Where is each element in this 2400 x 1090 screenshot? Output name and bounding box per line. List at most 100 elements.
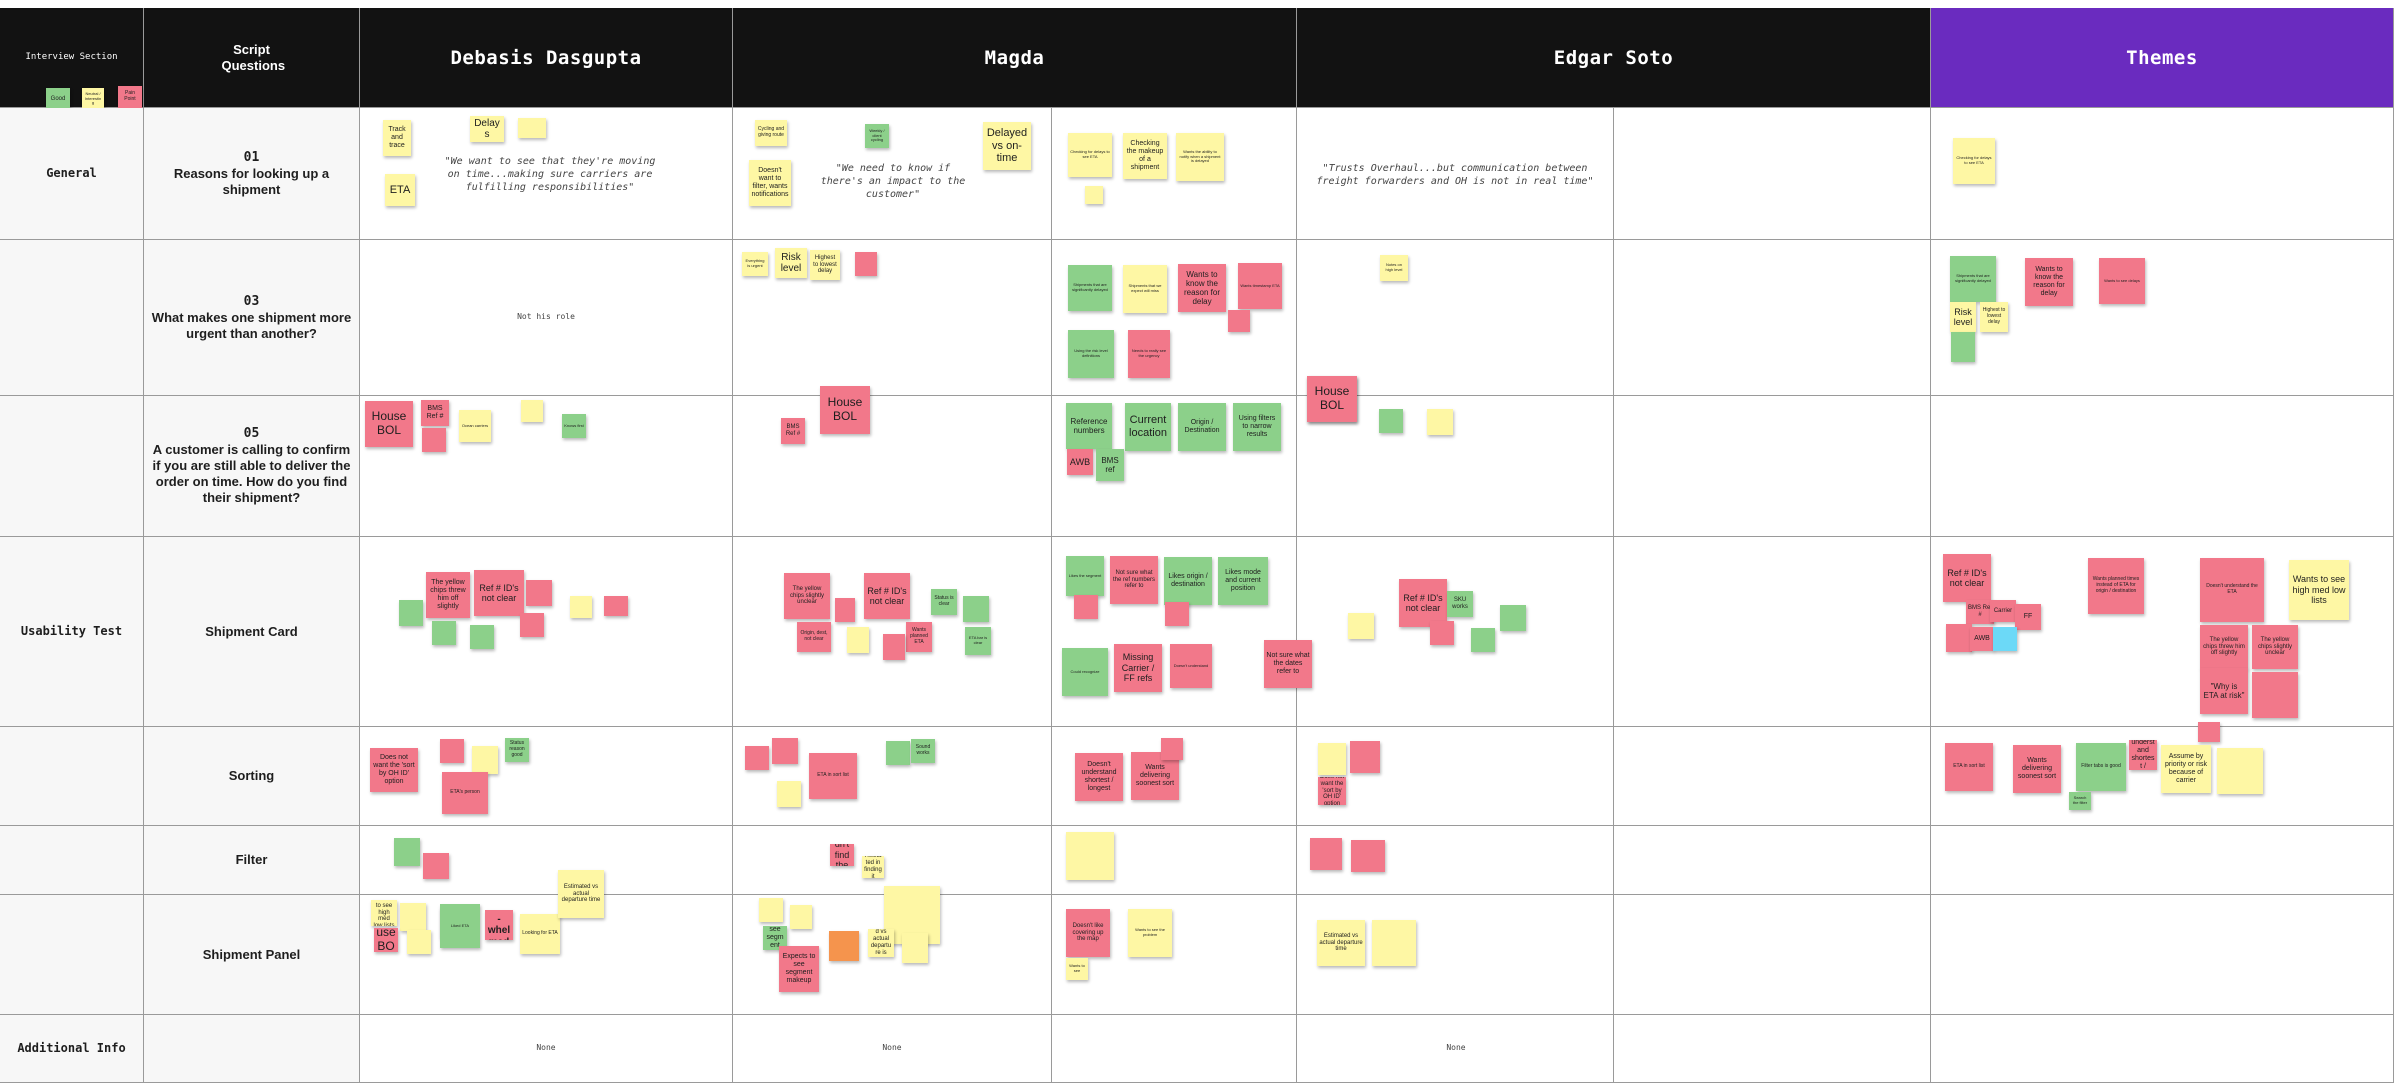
sticky-note[interactable]: Ref # ID's not clear	[1399, 579, 1447, 627]
sticky-note[interactable]	[1348, 613, 1374, 639]
sticky-note[interactable]	[1165, 602, 1189, 626]
sticky-note[interactable]: House BOL	[365, 401, 413, 447]
sticky-note[interactable]	[1946, 624, 1972, 652]
sticky-note[interactable]: Wants to know the reason for delay	[2025, 258, 2073, 306]
sticky-note[interactable]: Wants planned ETA	[906, 622, 932, 652]
sticky-note[interactable]	[400, 903, 426, 931]
sticky-note[interactable]: Ocean carriers	[459, 410, 491, 442]
sticky-note[interactable]	[759, 898, 783, 922]
sticky-note[interactable]: Liked ETA	[440, 904, 480, 948]
sticky-note[interactable]: Could recognize	[1062, 648, 1108, 696]
sticky-note[interactable]: House BOL	[374, 928, 398, 952]
sticky-note[interactable]: Estimated vs actual departure time	[1317, 920, 1365, 966]
sticky-note[interactable]: Origin, dest, not clear	[797, 622, 831, 652]
sticky-note[interactable]	[399, 600, 423, 626]
sticky-note[interactable]: Checking the makeup of a shipment	[1123, 133, 1167, 179]
sticky-note[interactable]	[518, 118, 546, 138]
sticky-note[interactable]	[2217, 748, 2263, 794]
sticky-note[interactable]	[790, 905, 812, 929]
sticky-note[interactable]: Wants to see	[1066, 958, 1088, 980]
sticky-note[interactable]	[394, 838, 420, 866]
sticky-note[interactable]	[470, 625, 494, 649]
sticky-note[interactable]	[1500, 605, 1526, 631]
sticky-note[interactable]	[1430, 621, 1454, 645]
sticky-note[interactable]: Current location	[1125, 403, 1171, 451]
sticky-note[interactable]	[526, 580, 552, 606]
sticky-note[interactable]: Doesn't understand shortest / longest	[2129, 740, 2157, 770]
sticky-note[interactable]: Using the risk level definitions	[1068, 330, 1114, 378]
sticky-note[interactable]: Couldn't find the filter	[830, 844, 854, 866]
sticky-note[interactable]: Sound works	[911, 739, 935, 763]
sticky-note[interactable]: Knows first	[562, 414, 586, 438]
sticky-note[interactable]: Ref # ID's not clear	[1943, 554, 1991, 602]
sticky-note[interactable]	[1993, 627, 2017, 651]
sticky-note[interactable]	[472, 746, 498, 774]
sticky-note[interactable]: Shipments that are significantly delayed	[1068, 265, 1112, 311]
sticky-note[interactable]	[902, 933, 928, 963]
sticky-note[interactable]	[407, 930, 431, 954]
sticky-note[interactable]: Status is clear	[931, 589, 957, 615]
sticky-note[interactable]: The yellow chips threw him off slightly	[2200, 625, 2248, 669]
sticky-note[interactable]: Does not want the 'sort by OH ID' option	[370, 748, 418, 792]
sticky-note[interactable]: Does not want the 'sort by OH ID' option	[1318, 777, 1346, 805]
sticky-note[interactable]: Wants timestamp ETA	[1238, 263, 1282, 309]
sticky-note[interactable]: BMS ref	[1096, 449, 1124, 481]
sticky-note[interactable]: Cycling and giving route	[755, 120, 787, 146]
sticky-note[interactable]: Likes the segment	[1066, 556, 1104, 596]
sticky-note[interactable]	[1161, 738, 1183, 760]
sticky-note[interactable]: Using filters to narrow results	[1233, 403, 1281, 451]
sticky-note[interactable]	[521, 400, 543, 422]
sticky-note[interactable]: AWB	[1067, 449, 1093, 475]
sticky-note[interactable]: Wants to see high med low lists	[371, 900, 397, 926]
sticky-note[interactable]: Missing Carrier / FF refs	[1114, 644, 1162, 692]
sticky-note[interactable]: Weekly / client cycling	[865, 124, 889, 148]
sticky-note[interactable]: ETA bar is clear	[965, 627, 991, 655]
sticky-note[interactable]: Delayed vs on-time	[983, 122, 1031, 170]
sticky-note[interactable]	[432, 621, 456, 645]
sticky-note[interactable]	[1351, 840, 1385, 872]
sticky-note[interactable]: Filter tabs is good	[2076, 743, 2126, 791]
sticky-note[interactable]: Estimated vs actual departure time	[558, 870, 604, 918]
sticky-note[interactable]: Doesn't understand shortest / longest	[1075, 753, 1123, 801]
sticky-note[interactable]	[440, 739, 464, 763]
sticky-note[interactable]	[1228, 310, 1250, 332]
sticky-note[interactable]: Wants delivering soonest sort	[1131, 752, 1179, 800]
sticky-note[interactable]	[1085, 186, 1103, 204]
sticky-note[interactable]: ETA	[385, 174, 415, 206]
sticky-note[interactable]	[855, 252, 877, 276]
sticky-note[interactable]	[745, 746, 769, 770]
sticky-note[interactable]: Checking for delays to see ETA	[1953, 138, 1995, 184]
sticky-note[interactable]: BMS Ref #	[421, 400, 449, 426]
sticky-note[interactable]: Wants delivering soonest sort	[2013, 745, 2061, 793]
sticky-note[interactable]	[1074, 595, 1098, 619]
sticky-note[interactable]: Likes origin / destination	[1164, 557, 1212, 605]
sticky-note[interactable]: Reference numbers	[1066, 403, 1112, 449]
sticky-note[interactable]: ETA's person	[442, 772, 488, 814]
sticky-note[interactable]	[422, 428, 446, 452]
sticky-note[interactable]	[1379, 409, 1403, 433]
sticky-note[interactable]: Expects to see segment makeup	[779, 946, 819, 992]
sticky-note[interactable]: Wants to see high med low lists	[2289, 560, 2349, 620]
sticky-note[interactable]: Hesitated in finding it	[862, 856, 884, 878]
sticky-note[interactable]	[1350, 741, 1380, 773]
sticky-note[interactable]: Wants to see the problem	[1128, 909, 1172, 957]
sticky-note[interactable]	[1310, 838, 1342, 870]
sticky-note[interactable]: Status reason good	[505, 738, 529, 762]
sticky-note[interactable]	[777, 781, 801, 807]
sticky-note[interactable]: Delays	[470, 116, 504, 142]
sticky-note[interactable]: Planned vs actual departure is vital	[868, 929, 894, 957]
sticky-note[interactable]	[2198, 722, 2220, 742]
sticky-note[interactable]: Wants to see delays	[2099, 258, 2145, 304]
sticky-note[interactable]: Needs to really see the urgency	[1128, 330, 1170, 378]
sticky-note[interactable]: Wants the ability to notify when a shipm…	[1176, 133, 1224, 181]
sticky-note[interactable]: BMS Ref #	[781, 418, 805, 444]
sticky-note[interactable]: SKU works	[1447, 591, 1473, 617]
sticky-note[interactable]: Risk level	[1950, 302, 1976, 332]
sticky-note[interactable]	[835, 598, 855, 622]
sticky-note[interactable]: Highest to lowest delay	[810, 250, 840, 280]
sticky-note[interactable]: Not sure what the ref numbers refer to	[1110, 556, 1158, 604]
sticky-note[interactable]: BMS Ref #	[1966, 600, 1994, 624]
sticky-note[interactable]	[570, 596, 592, 618]
sticky-note[interactable]: Search the filter	[2069, 792, 2091, 810]
sticky-note[interactable]: Ref # ID's not clear	[864, 573, 910, 619]
